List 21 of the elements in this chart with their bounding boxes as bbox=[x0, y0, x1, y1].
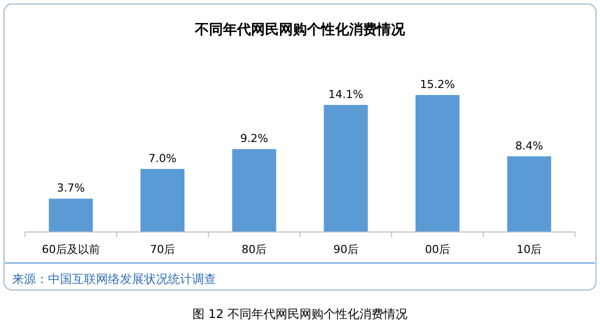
x-tick-label: 80后 bbox=[242, 243, 267, 256]
data-label: 15.2% bbox=[420, 78, 455, 91]
bar bbox=[507, 156, 552, 232]
data-label: 7.0% bbox=[148, 152, 176, 165]
chart-title: 不同年代网民网购个性化消费情况 bbox=[194, 22, 406, 38]
data-label: 8.4% bbox=[515, 139, 544, 152]
x-tick-label: 10后 bbox=[516, 243, 542, 256]
data-label: 14.1% bbox=[328, 88, 364, 101]
bar bbox=[324, 104, 368, 232]
bar bbox=[232, 149, 276, 232]
x-tick-label: 00后 bbox=[425, 243, 450, 256]
data-label: 9.2% bbox=[240, 132, 268, 146]
x-tick-label: 90后 bbox=[333, 243, 358, 256]
bar bbox=[140, 168, 184, 232]
caption: 图 12 不同年代网民网购个性化消费情况 bbox=[192, 307, 408, 321]
bar bbox=[416, 95, 460, 232]
data-label: 3.7% bbox=[56, 182, 85, 195]
source-note: 来源：中国互联网络发展状况统计调查 bbox=[12, 272, 216, 286]
x-tick-label: 70后 bbox=[150, 243, 175, 256]
x-tick-label: 60后及以前 bbox=[42, 243, 100, 256]
bar bbox=[48, 198, 93, 232]
